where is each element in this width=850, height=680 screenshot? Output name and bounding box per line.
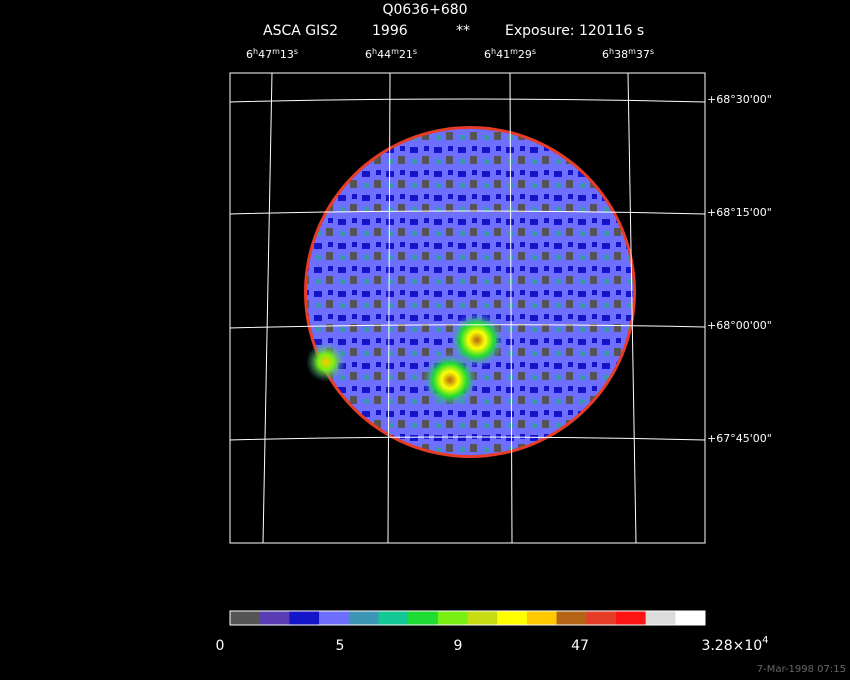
colorbar-label: 3.28×104 — [701, 635, 768, 654]
swatch — [319, 611, 350, 625]
colorbar-label: 9 — [454, 638, 463, 654]
exponent: 4 — [762, 635, 768, 646]
swatch — [556, 611, 587, 625]
flag: ** — [456, 23, 470, 39]
swatch — [259, 611, 290, 625]
ra-label: 6h41m29s — [484, 47, 536, 61]
swatch — [645, 611, 676, 625]
year: 1996 — [372, 23, 408, 39]
swatch — [408, 611, 439, 625]
title: Q0636+680 — [382, 2, 467, 18]
colorbar: 0 5 9 47 3.28×104 — [216, 610, 769, 654]
label-text: 5 — [336, 638, 345, 654]
label-text: 9 — [454, 638, 463, 654]
number: 6 — [365, 48, 372, 61]
swatch — [230, 611, 261, 625]
number: 47 — [258, 48, 272, 61]
swatch — [497, 611, 528, 625]
dec-label: +68°00'00" — [707, 319, 772, 332]
colorbar-label: 0 — [216, 638, 225, 654]
dec-label: +68°15'00" — [707, 206, 772, 219]
unit: h — [253, 47, 258, 56]
unit: h — [609, 47, 614, 56]
swatch — [526, 611, 558, 625]
swatch — [467, 611, 498, 625]
number: 6 — [246, 48, 253, 61]
number: 44 — [377, 48, 391, 61]
number: 38 — [614, 48, 628, 61]
number: 29 — [518, 48, 532, 61]
number: 13 — [280, 48, 294, 61]
source — [449, 312, 505, 368]
swatch — [615, 611, 647, 625]
dec-label: +67°45'00" — [707, 432, 772, 445]
ra-labels: 6h47m13s 6h44m21s 6h41m29s 6h38m37s — [246, 47, 654, 61]
colorbar-frame — [229, 610, 706, 626]
unit: m — [391, 47, 399, 56]
colorbar-label: 5 — [336, 638, 345, 654]
source — [422, 352, 478, 408]
number: 37 — [636, 48, 650, 61]
number: 21 — [399, 48, 413, 61]
ra-label: 6h47m13s — [246, 47, 298, 61]
label-text: 47 — [571, 638, 589, 654]
number: 6 — [484, 48, 491, 61]
sky-image — [304, 126, 636, 458]
swatch — [289, 611, 320, 625]
ra-label: 6h44m21s — [365, 47, 417, 61]
unit: m — [510, 47, 518, 56]
instrument: ASCA GIS2 — [263, 23, 338, 39]
swatch — [586, 611, 617, 625]
label-text: 0 — [216, 638, 225, 654]
footer: 7-Mar-1998 07:15 — [757, 664, 846, 675]
unit: m — [272, 47, 280, 56]
dec-label: +68°30'00" — [707, 93, 772, 106]
swatch — [348, 611, 379, 625]
swatch — [378, 611, 409, 625]
unit: h — [372, 47, 377, 56]
swatch — [437, 611, 468, 625]
unit: s — [532, 47, 536, 56]
dec-labels: +68°30'00" +68°15'00" +68°00'00" +67°45'00" — [707, 93, 772, 445]
swatch — [675, 611, 706, 625]
image-disc — [307, 129, 633, 455]
unit: s — [413, 47, 417, 56]
coord-grid — [229, 72, 706, 544]
unit: s — [294, 47, 298, 56]
ra-label: 6h38m37s — [602, 47, 654, 61]
unit: s — [650, 47, 654, 56]
number: 41 — [496, 48, 510, 61]
source — [306, 342, 346, 382]
number: 6 — [602, 48, 609, 61]
label-text: 3.28×10 — [701, 638, 762, 654]
colorbar-label: 47 — [571, 638, 589, 654]
exposure: Exposure: 120116 s — [505, 23, 644, 39]
unit: h — [491, 47, 496, 56]
unit: m — [628, 47, 636, 56]
